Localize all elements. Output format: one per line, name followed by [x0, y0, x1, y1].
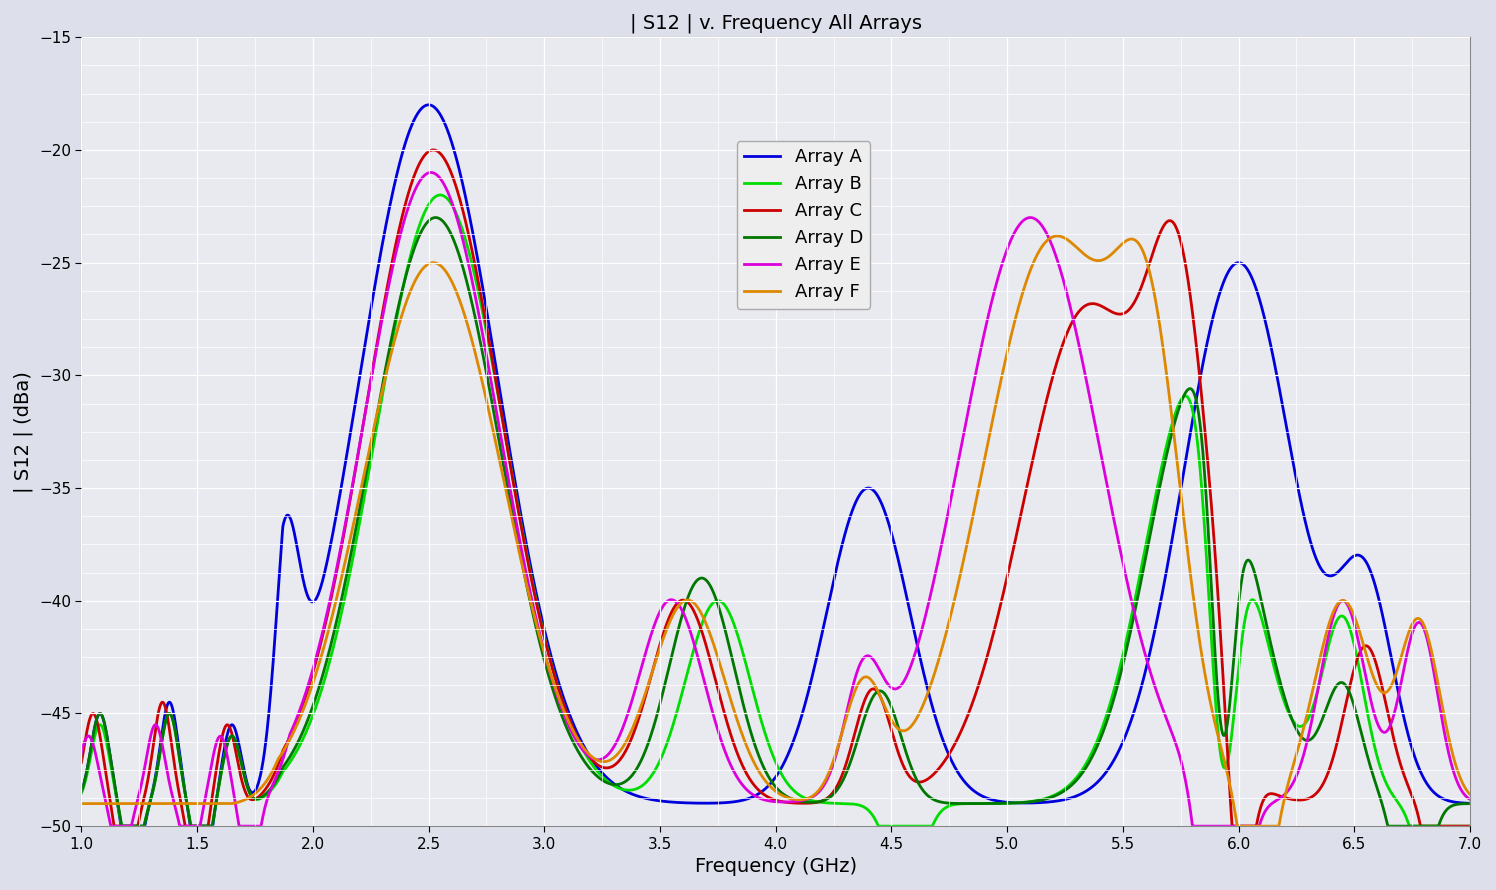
Array F: [1285, 757, 1303, 768]
Title: | S12 | v. Frequency All Arrays: | S12 | v. Frequency All Arrays: [630, 14, 922, 34]
Array F: [604, 752, 622, 763]
Array F: [230, 797, 248, 807]
Line: Array C: Array C: [81, 150, 1471, 826]
Array D: [1435, 809, 1453, 820]
Array E: [422, 167, 440, 178]
Array B: [232, 754, 250, 765]
Y-axis label: | S12 | (dBa): | S12 | (dBa): [13, 371, 33, 493]
Array A: [314, 575, 332, 586]
Line: Array D: Array D: [81, 217, 1471, 826]
Array C: [425, 144, 443, 155]
Array E: [1435, 724, 1453, 734]
Array E: [1285, 775, 1303, 786]
Array D: [314, 669, 332, 680]
Array F: [313, 648, 331, 659]
Array A: [232, 746, 250, 756]
Array C: [666, 601, 684, 611]
Array C: [232, 769, 250, 780]
Line: Array A: Array A: [81, 105, 1471, 826]
Array F: [1462, 789, 1480, 800]
Array F: [666, 608, 684, 619]
Array E: [232, 821, 250, 831]
Array C: [1462, 821, 1480, 831]
Array F: [1228, 821, 1246, 831]
Array B: [1285, 717, 1303, 728]
Line: Array E: Array E: [81, 173, 1471, 826]
Array D: [666, 637, 684, 648]
Array C: [72, 757, 90, 768]
Array B: [666, 713, 684, 724]
Array D: [1462, 798, 1480, 809]
Array D: [232, 754, 250, 765]
Array B: [1462, 821, 1480, 831]
Array D: [72, 786, 90, 797]
Array C: [1435, 821, 1453, 831]
Array E: [1462, 794, 1480, 805]
Array A: [1435, 794, 1453, 805]
Array A: [666, 797, 684, 807]
Array E: [666, 595, 684, 606]
Array A: [1462, 798, 1480, 809]
Array F: [72, 798, 90, 809]
Array B: [431, 190, 449, 200]
Array F: [1049, 231, 1067, 241]
Array B: [606, 781, 624, 791]
X-axis label: Frequency (GHz): Frequency (GHz): [694, 857, 857, 876]
Array B: [72, 788, 90, 798]
Array A: [606, 779, 624, 789]
Array A: [112, 821, 130, 831]
Array D: [426, 212, 444, 222]
Array B: [314, 681, 332, 692]
Array E: [72, 748, 90, 758]
Array C: [314, 630, 332, 641]
Array E: [102, 821, 120, 831]
Line: Array F: Array F: [81, 236, 1471, 826]
Array C: [105, 821, 123, 831]
Array A: [72, 786, 90, 797]
Array B: [112, 821, 130, 831]
Array C: [1285, 795, 1303, 805]
Array D: [606, 780, 624, 790]
Array B: [1435, 821, 1453, 831]
Legend: Array A, Array B, Array C, Array D, Array E, Array F: Array A, Array B, Array C, Array D, Arra…: [738, 141, 871, 309]
Array A: [420, 100, 438, 110]
Array A: [1285, 463, 1303, 473]
Array F: [1435, 708, 1453, 718]
Line: Array B: Array B: [81, 195, 1471, 826]
Array D: [112, 821, 130, 831]
Array C: [606, 759, 624, 770]
Array E: [606, 740, 624, 750]
Array D: [1285, 719, 1303, 730]
Array E: [314, 627, 332, 637]
